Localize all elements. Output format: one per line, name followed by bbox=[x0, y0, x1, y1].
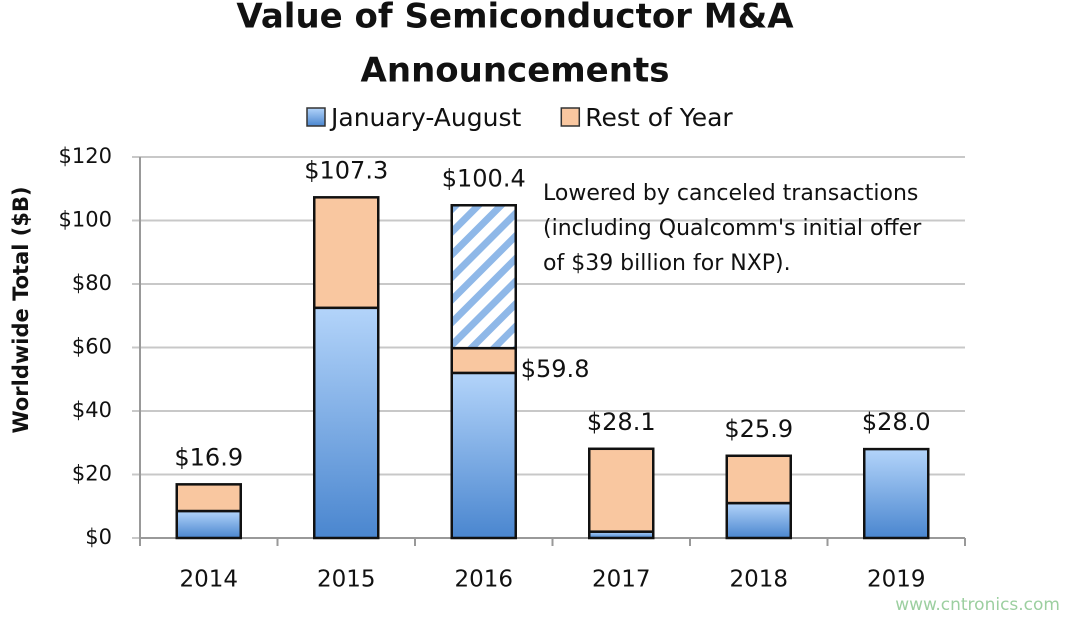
x-tick-label: 2014 bbox=[179, 567, 238, 593]
chart-title: Announcements bbox=[361, 51, 670, 91]
y-tick-label: $20 bbox=[72, 462, 112, 486]
bar-segment bbox=[313, 306, 380, 540]
y-tick-label: $40 bbox=[72, 398, 112, 422]
x-tick-label: 2019 bbox=[867, 567, 926, 593]
x-tick-label: 2015 bbox=[317, 567, 376, 593]
total-label: $25.9 bbox=[724, 415, 793, 443]
chart-title: Value of Semiconductor M&A bbox=[236, 0, 794, 37]
bar-segment bbox=[313, 196, 380, 310]
x-tick-label: 2017 bbox=[592, 567, 651, 593]
legend-label: January-August bbox=[329, 103, 521, 132]
y-tick-label: $0 bbox=[85, 525, 112, 549]
total-label: $107.3 bbox=[304, 156, 388, 184]
legend-label: Rest of Year bbox=[585, 103, 733, 132]
note: (including Qualcomm's initial offer bbox=[543, 216, 922, 241]
bar-segment bbox=[725, 454, 792, 505]
total-label: $100.4 bbox=[442, 164, 526, 192]
y-axis-label: Worldwide Total ($B) bbox=[9, 186, 33, 433]
bar-segment bbox=[863, 447, 930, 540]
note: Lowered by canceled transactions bbox=[543, 181, 918, 206]
bar-segment bbox=[175, 483, 242, 513]
bar-segment bbox=[450, 204, 517, 350]
y-tick-label: $60 bbox=[72, 335, 112, 359]
annotation: $59.8 bbox=[521, 355, 590, 383]
y-tick-label: $100 bbox=[59, 208, 112, 232]
watermark: www.cntronics.com bbox=[895, 595, 1060, 615]
legend-swatch bbox=[560, 107, 581, 127]
y-tick-label: $120 bbox=[59, 144, 112, 168]
bar-segment bbox=[175, 509, 242, 540]
bar-segment bbox=[588, 447, 655, 533]
bar-segment bbox=[725, 501, 792, 540]
y-tick-label: $80 bbox=[72, 271, 112, 295]
bar-segment bbox=[450, 346, 517, 375]
total-label: $16.9 bbox=[174, 443, 243, 471]
x-tick-label: 2016 bbox=[454, 567, 513, 593]
x-tick-label: 2018 bbox=[729, 567, 788, 593]
total-label: $28.1 bbox=[587, 408, 656, 436]
legend-swatch bbox=[306, 107, 326, 127]
bar-segment bbox=[450, 371, 517, 540]
total-label: $28.0 bbox=[862, 408, 931, 436]
note: of $39 billion for NXP). bbox=[543, 251, 791, 276]
